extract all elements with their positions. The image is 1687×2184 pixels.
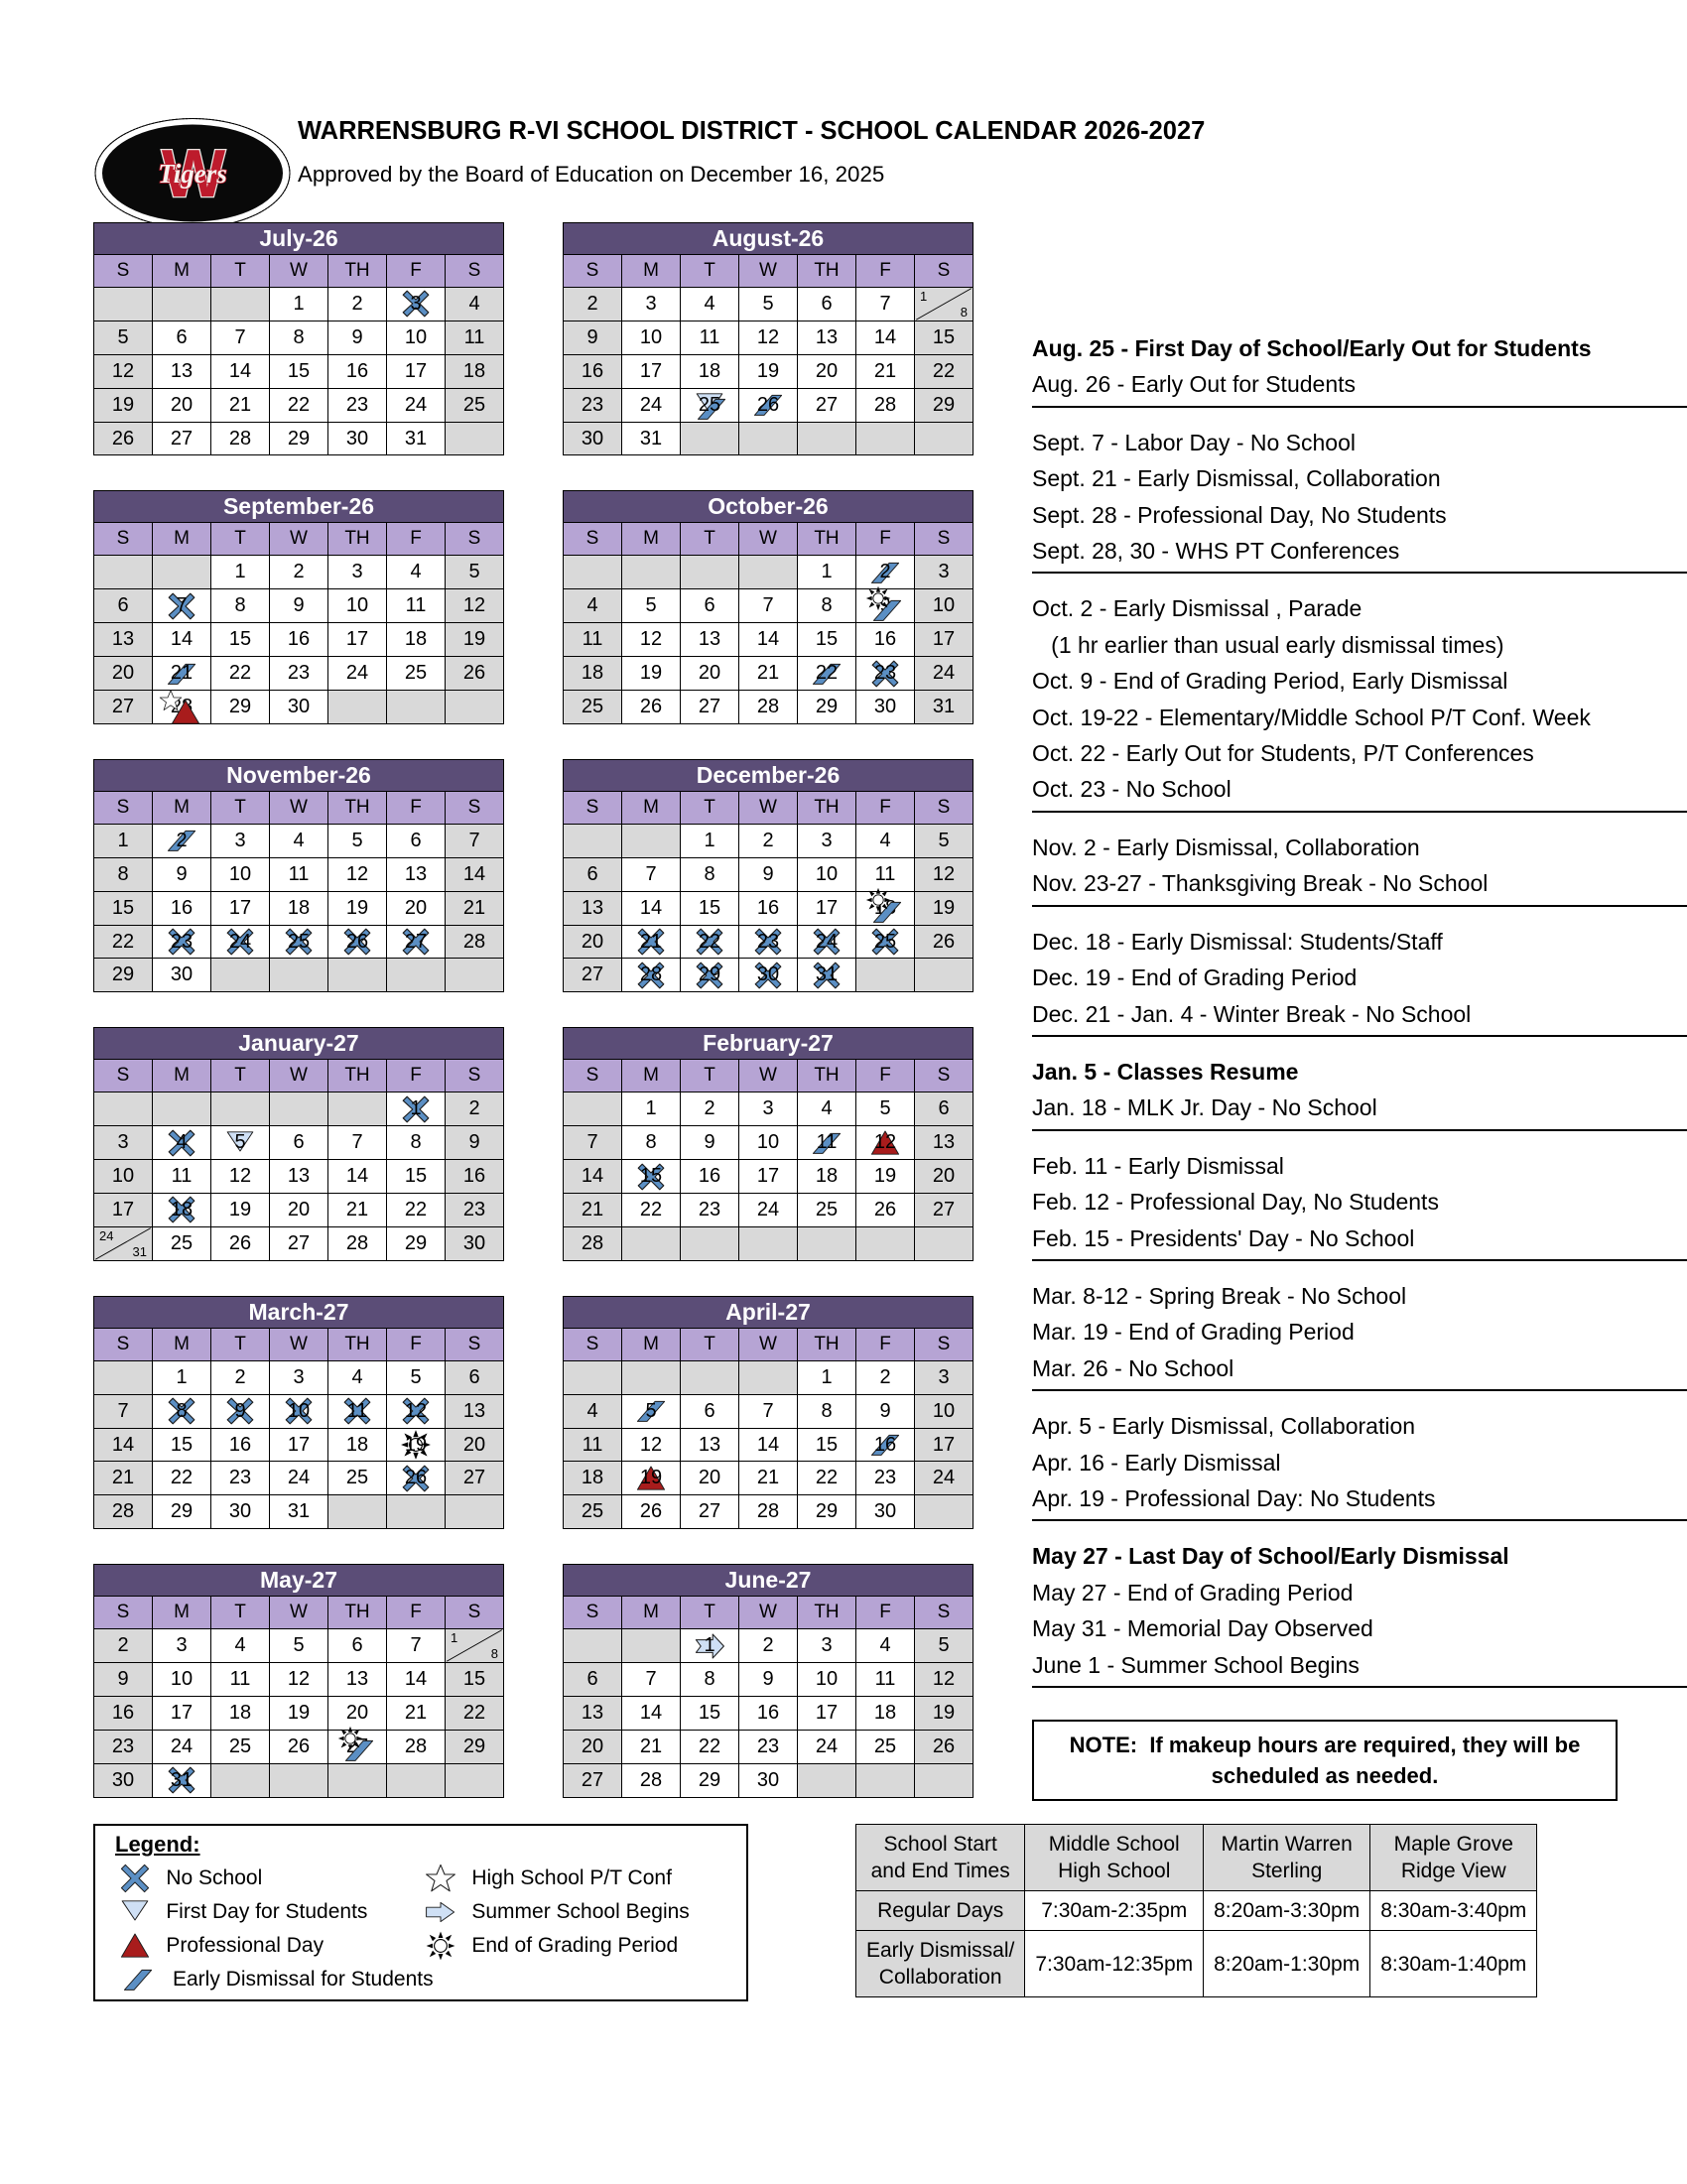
svg-text:Tigers: Tigers (158, 159, 227, 189)
